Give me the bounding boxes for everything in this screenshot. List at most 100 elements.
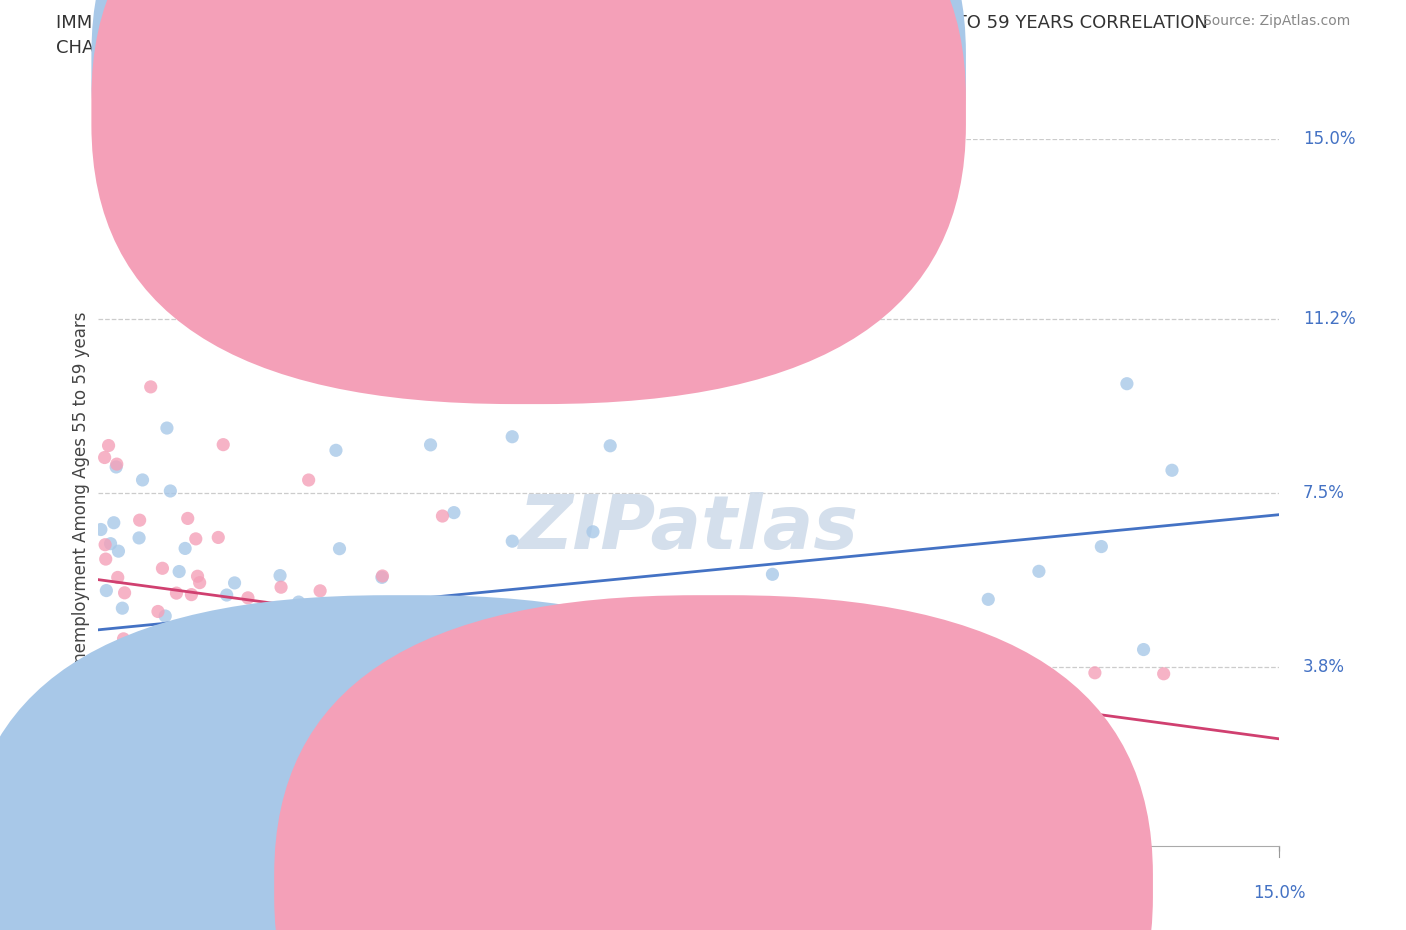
Point — [432, 509, 454, 524]
Point — [188, 575, 211, 590]
Point — [96, 816, 118, 830]
Text: R = -0.307   N = 49: R = -0.307 N = 49 — [553, 101, 716, 119]
Point — [105, 457, 128, 472]
Point — [155, 608, 177, 623]
Point — [174, 661, 197, 676]
Point — [868, 785, 890, 800]
Point — [214, 714, 236, 729]
Point — [142, 742, 165, 757]
Point — [195, 615, 218, 630]
Point — [439, 684, 461, 698]
Point — [979, 704, 1001, 719]
Point — [173, 682, 195, 697]
Point — [811, 674, 834, 689]
Point — [884, 633, 907, 648]
Point — [623, 273, 645, 288]
Text: IMMIGRANTS FROM SOMALIA VS IMMIGRANTS FROM ARGENTINA UNEMPLOYMENT AMONG AGES 55 : IMMIGRANTS FROM SOMALIA VS IMMIGRANTS FR… — [56, 14, 1208, 32]
Point — [212, 437, 235, 452]
Point — [194, 753, 217, 768]
Point — [111, 601, 134, 616]
Point — [100, 537, 122, 551]
Point — [599, 438, 621, 453]
Point — [371, 568, 394, 583]
Point — [1084, 804, 1107, 818]
Point — [97, 438, 120, 453]
Point — [1084, 665, 1107, 680]
Point — [924, 703, 946, 718]
Point — [236, 591, 259, 605]
Point — [287, 594, 309, 609]
Point — [198, 664, 221, 679]
Point — [582, 525, 605, 539]
Point — [328, 541, 350, 556]
Point — [107, 678, 129, 693]
Point — [810, 816, 832, 830]
Point — [298, 816, 321, 830]
Point — [103, 515, 125, 530]
Point — [335, 631, 357, 645]
Point — [107, 544, 129, 559]
Point — [94, 647, 117, 662]
Text: 7.5%: 7.5% — [1303, 484, 1346, 502]
Point — [270, 579, 292, 594]
Text: 15.0%: 15.0% — [1303, 130, 1355, 149]
Text: 15.0%: 15.0% — [1253, 884, 1306, 902]
Text: 3.8%: 3.8% — [1303, 658, 1346, 676]
Point — [128, 752, 150, 767]
Point — [419, 437, 441, 452]
Point — [128, 512, 150, 527]
Point — [271, 607, 294, 622]
Point — [107, 570, 129, 585]
Point — [111, 697, 134, 711]
Point — [232, 646, 254, 661]
Point — [298, 472, 321, 487]
Point — [371, 570, 394, 585]
Point — [91, 713, 114, 728]
Point — [1028, 564, 1050, 578]
Point — [128, 530, 150, 545]
Point — [174, 541, 197, 556]
Text: R =  0.207   N = 64: R = 0.207 N = 64 — [553, 58, 714, 75]
Point — [998, 662, 1021, 677]
Point — [131, 649, 153, 664]
Point — [139, 379, 162, 394]
Point — [207, 530, 229, 545]
Point — [177, 511, 200, 525]
Point — [309, 583, 332, 598]
Point — [93, 731, 115, 746]
Point — [948, 794, 970, 809]
Point — [156, 420, 179, 435]
Point — [501, 534, 523, 549]
Point — [243, 658, 266, 673]
Point — [93, 450, 115, 465]
Point — [128, 681, 150, 696]
Text: Source: ZipAtlas.com: Source: ZipAtlas.com — [1202, 14, 1350, 28]
Point — [122, 735, 145, 750]
Point — [761, 567, 783, 582]
Point — [105, 459, 128, 474]
Text: 0.0%: 0.0% — [77, 884, 120, 902]
Point — [131, 472, 153, 487]
Point — [323, 799, 346, 814]
Point — [129, 816, 152, 830]
Point — [184, 531, 207, 546]
Point — [167, 565, 190, 579]
Point — [159, 484, 181, 498]
Point — [363, 344, 385, 359]
Point — [141, 638, 163, 653]
Point — [1132, 642, 1154, 657]
Point — [114, 585, 136, 600]
Point — [1090, 539, 1112, 554]
Point — [269, 568, 291, 583]
Point — [283, 748, 305, 763]
Point — [501, 430, 523, 445]
Point — [94, 551, 117, 566]
Point — [146, 604, 169, 619]
Point — [1115, 377, 1137, 392]
Text: ZIPatlas: ZIPatlas — [519, 492, 859, 565]
Point — [181, 619, 204, 634]
Y-axis label: Unemployment Among Ages 55 to 59 years: Unemployment Among Ages 55 to 59 years — [72, 312, 90, 674]
Point — [224, 576, 246, 591]
Point — [180, 587, 202, 602]
Point — [166, 586, 188, 601]
